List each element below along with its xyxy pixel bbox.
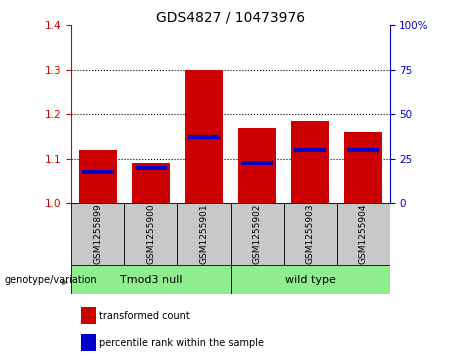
Text: GSM1255899: GSM1255899 (94, 204, 102, 265)
Text: GSM1255902: GSM1255902 (253, 204, 261, 264)
Text: GSM1255900: GSM1255900 (147, 204, 155, 265)
Title: GDS4827 / 10473976: GDS4827 / 10473976 (156, 10, 305, 24)
Bar (185, 70, 223, 203)
Bar (81, 307, 96, 324)
Bar (230, 265, 390, 294)
Text: GSM1255901: GSM1255901 (200, 204, 208, 265)
Bar (230, 203, 284, 265)
Bar (124, 203, 177, 265)
Text: transformed count: transformed count (99, 311, 189, 321)
Bar (81, 334, 96, 351)
Bar (291, 121, 329, 203)
Text: genotype/variation: genotype/variation (5, 274, 97, 285)
Bar (132, 163, 170, 203)
Text: Tmod3 null: Tmod3 null (120, 274, 182, 285)
Bar (188, 135, 220, 139)
Bar (71, 203, 124, 265)
Bar (347, 148, 379, 152)
Bar (135, 166, 167, 170)
Text: percentile rank within the sample: percentile rank within the sample (99, 338, 264, 348)
Bar (177, 203, 230, 265)
Text: GSM1255903: GSM1255903 (306, 204, 314, 265)
Text: wild type: wild type (284, 274, 336, 285)
Bar (337, 203, 390, 265)
Bar (82, 170, 114, 174)
Bar (79, 150, 117, 203)
Bar (344, 132, 382, 203)
Text: GSM1255904: GSM1255904 (359, 204, 367, 264)
Bar (294, 148, 326, 152)
Bar (71, 265, 230, 294)
Bar (241, 161, 273, 165)
Bar (238, 128, 276, 203)
Bar (284, 203, 337, 265)
